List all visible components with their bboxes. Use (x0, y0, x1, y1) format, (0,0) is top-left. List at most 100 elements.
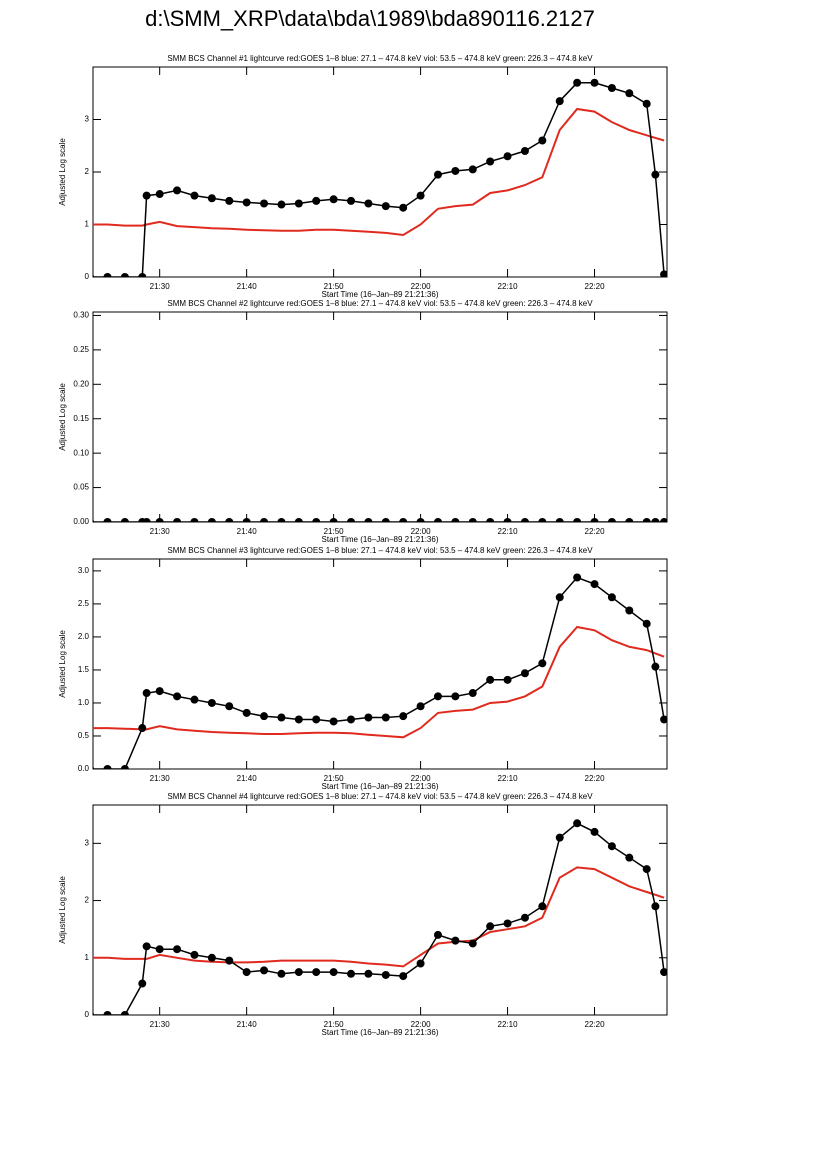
y-tick-label: 3.0 (78, 566, 90, 575)
data-point (625, 853, 634, 862)
data-point (399, 972, 408, 981)
y-tick-label: 1.5 (78, 665, 90, 674)
data-point (555, 593, 564, 602)
data-point (416, 959, 425, 968)
data-point (503, 152, 512, 161)
data-point (155, 518, 164, 522)
y-tick-label: 0.0 (78, 764, 90, 773)
data-point (225, 702, 234, 711)
series-line (93, 576, 665, 769)
data-point (120, 765, 129, 769)
data-point (277, 969, 286, 978)
x-tick-label: 21:50 (324, 774, 345, 783)
x-tick-label: 21:30 (150, 527, 171, 536)
x-tick-label: 21:40 (237, 527, 258, 536)
y-axis-label: Adjusted Log scale (58, 138, 67, 206)
x-tick-label: 21:40 (237, 1020, 258, 1029)
data-point (277, 200, 286, 209)
data-point (294, 199, 303, 208)
data-point (294, 518, 303, 522)
x-tick-label: 22:10 (498, 282, 519, 291)
data-point (103, 1011, 112, 1015)
x-tick-label: 22:20 (585, 282, 606, 291)
data-point (347, 518, 356, 522)
plot-area (93, 819, 667, 1015)
data-point (120, 273, 129, 277)
data-point (660, 968, 667, 977)
x-tick-label: 22:10 (498, 774, 519, 783)
data-point (520, 669, 529, 678)
data-point (486, 157, 495, 166)
data-point (468, 518, 477, 522)
data-point (651, 170, 660, 179)
data-point (155, 687, 164, 696)
data-point (590, 78, 599, 87)
data-point (260, 199, 269, 208)
x-tick-label: 22:10 (498, 527, 519, 536)
data-point (416, 702, 425, 711)
plot-area (93, 518, 667, 522)
data-point (173, 692, 182, 701)
data-point (486, 922, 495, 931)
y-tick-label: 0.30 (73, 311, 89, 320)
data-point (329, 717, 338, 726)
x-tick-label: 21:30 (150, 1020, 171, 1029)
data-point (347, 196, 356, 205)
data-point (538, 518, 547, 522)
data-point (142, 518, 151, 522)
data-point (416, 518, 425, 522)
data-point (103, 765, 112, 769)
data-point (651, 662, 660, 671)
data-point (329, 518, 338, 522)
data-point (173, 945, 182, 954)
data-point (103, 273, 112, 277)
x-tick-label: 22:00 (411, 527, 432, 536)
data-point (433, 930, 442, 939)
series-line (93, 107, 665, 237)
y-tick-label: 0.20 (73, 379, 89, 388)
y-tick-label: 0 (85, 272, 90, 281)
y-tick-label: 1 (85, 220, 90, 229)
x-axis-label: Start Time (16–Jan–89 21:21:36) (322, 290, 439, 299)
data-point (260, 712, 269, 721)
x-tick-label: 22:00 (411, 282, 432, 291)
data-point (590, 518, 599, 522)
data-point (93, 274, 95, 277)
data-point (503, 919, 512, 928)
data-point (538, 902, 547, 911)
data-point (503, 675, 512, 684)
data-point (538, 659, 547, 668)
data-point (607, 842, 616, 851)
x-tick-label: 22:20 (585, 527, 606, 536)
data-point (451, 518, 460, 522)
data-point (520, 518, 529, 522)
x-axis-label: Start Time (16–Jan–89 21:21:36) (322, 535, 439, 544)
y-tick-label: 1 (85, 953, 90, 962)
x-tick-label: 21:30 (150, 282, 171, 291)
data-point (93, 1012, 95, 1015)
data-point (555, 833, 564, 842)
data-point (573, 78, 582, 87)
data-point (468, 939, 477, 948)
data-point (451, 692, 460, 701)
data-point (242, 708, 251, 717)
y-tick-label: 0.5 (78, 731, 90, 740)
data-point (260, 518, 269, 522)
data-point (138, 724, 147, 733)
data-point (399, 203, 408, 212)
data-point (416, 191, 425, 200)
data-point (347, 715, 356, 724)
series-line (93, 82, 665, 277)
data-point (207, 698, 216, 707)
x-tick-label: 21:50 (324, 282, 345, 291)
x-tick-label: 22:10 (498, 1020, 519, 1029)
data-point (207, 518, 216, 522)
plot-area (93, 573, 667, 769)
data-point (573, 819, 582, 828)
y-tick-label: 0.25 (73, 345, 89, 354)
data-point (312, 196, 321, 205)
data-point (660, 715, 667, 724)
data-point (381, 713, 390, 722)
data-point (173, 518, 182, 522)
